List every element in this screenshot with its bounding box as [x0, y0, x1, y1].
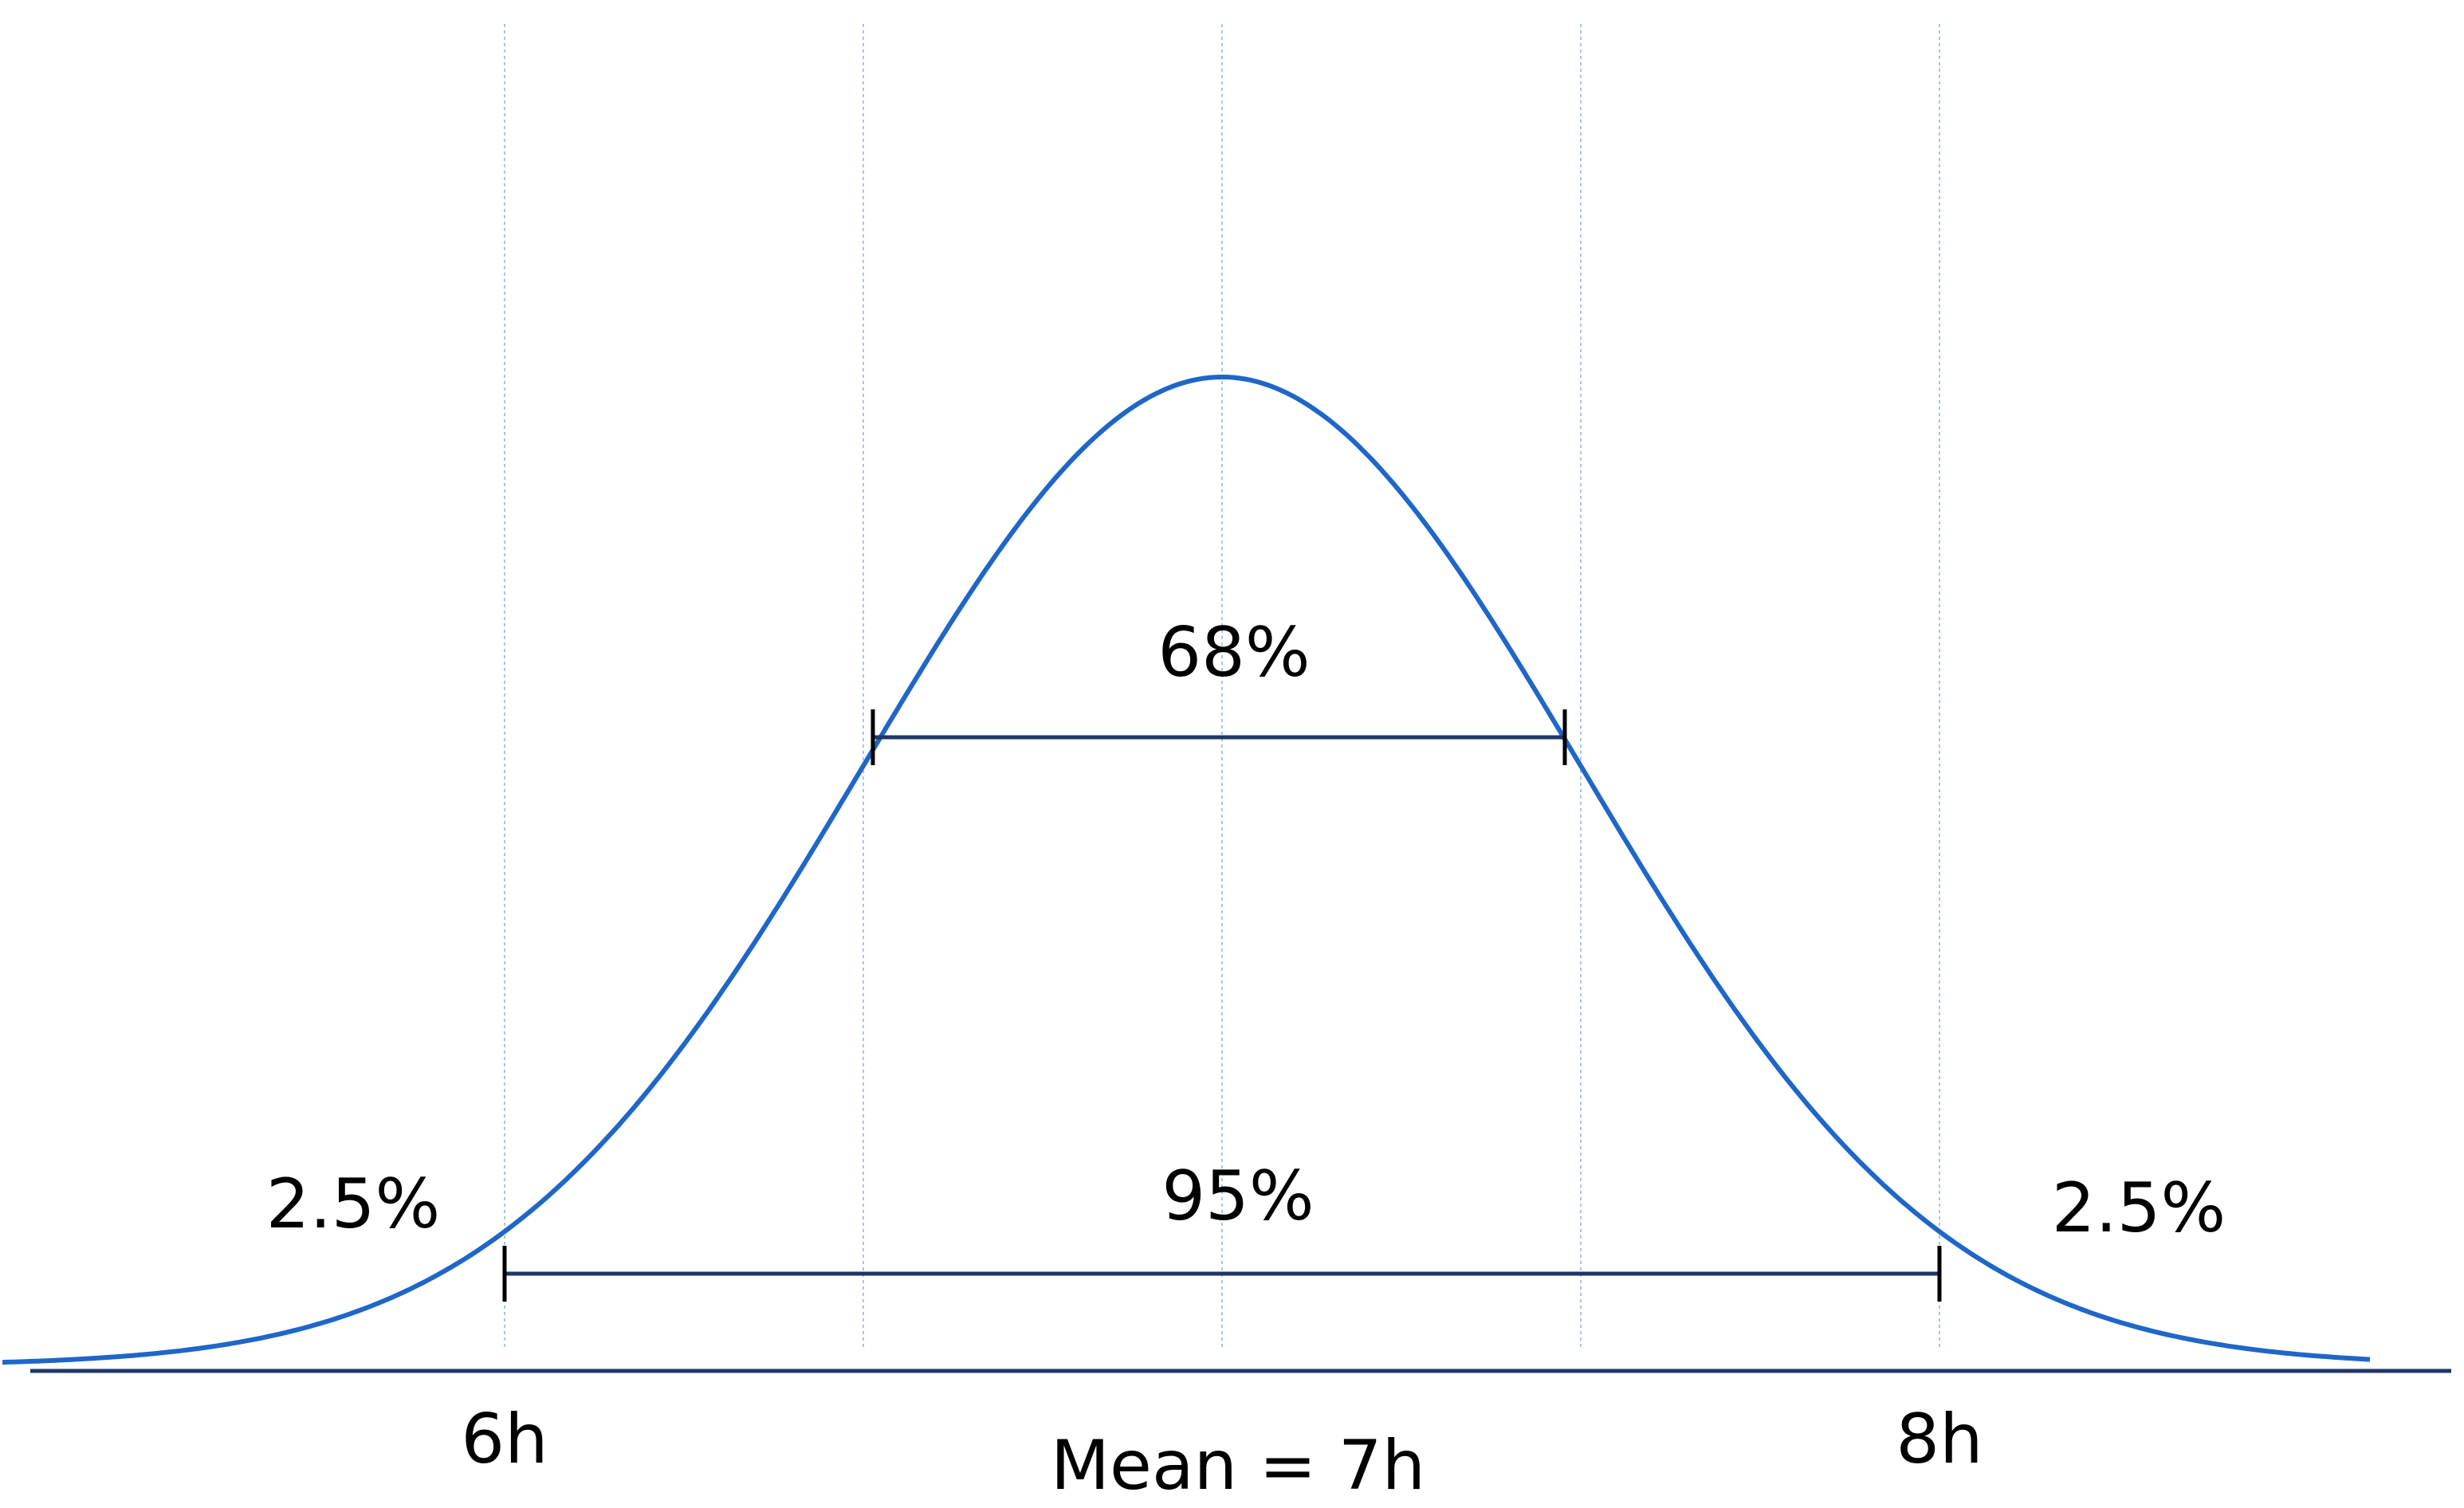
tick-label-8h: 8h — [1896, 1400, 1983, 1479]
label-right-tail: 2.5% — [2052, 1168, 2226, 1248]
label-68-percent: 68% — [1157, 613, 1310, 693]
tick-label-6h: 6h — [461, 1400, 548, 1479]
interval-brackets — [502, 709, 1942, 1302]
normal-curve — [2, 375, 2371, 1365]
label-left-tail: 2.5% — [266, 1164, 441, 1244]
label-95-percent: 95% — [1161, 1157, 1314, 1236]
mean-label: Mean = 7h — [1051, 1426, 1425, 1506]
